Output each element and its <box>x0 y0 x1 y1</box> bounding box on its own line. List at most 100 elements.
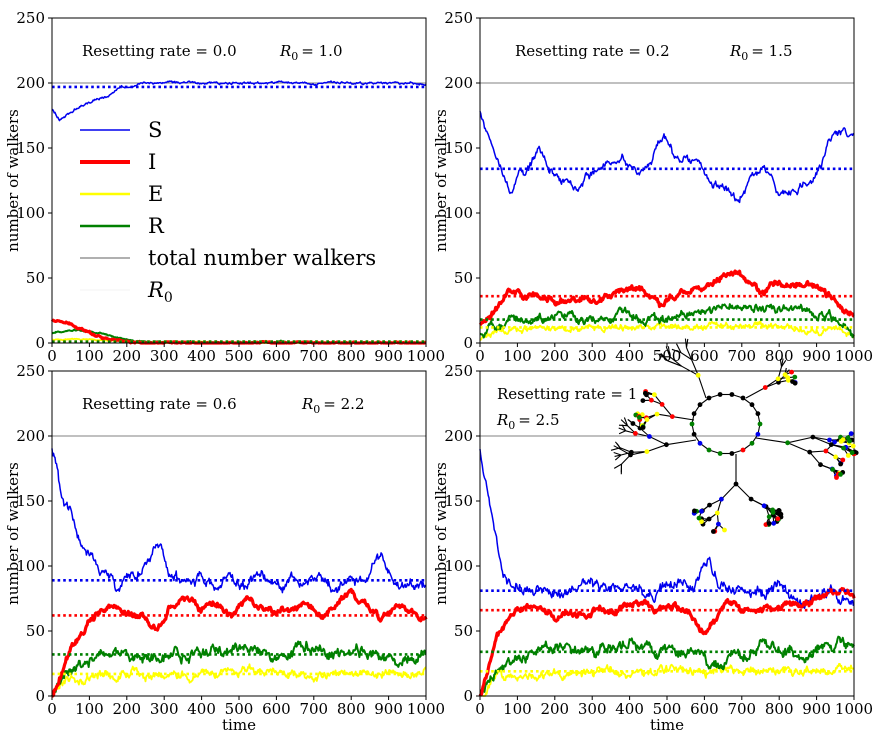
x-tick-label: 600 <box>690 700 719 718</box>
legend-label-I: I <box>148 150 156 174</box>
x-tick-label: 500 <box>653 700 682 718</box>
y-tick-label: 50 <box>454 622 473 640</box>
x-tick-label: 700 <box>299 347 328 365</box>
x-tick-label: 700 <box>727 700 756 718</box>
x-tick-label: 300 <box>578 700 607 718</box>
r0-label: R0 = 2.5 <box>496 411 560 432</box>
x-tick-label: 800 <box>765 700 794 718</box>
x-tick-label: 800 <box>337 347 366 365</box>
y-tick-label: 150 <box>16 492 45 510</box>
panel-top-right: 0 100 200 300 400 500 600 700 800 900 100005010015… <box>432 9 873 365</box>
axes-frame <box>51 17 427 344</box>
y-tick-label: 0 <box>463 687 473 705</box>
y-tick-label: 100 <box>444 557 473 575</box>
series-S-line <box>479 449 855 609</box>
r0-label: R0 = 1.5 <box>729 42 793 63</box>
x-tick-label: 100 <box>503 347 532 365</box>
x-tick-label: 200 <box>112 700 141 718</box>
y-tick-label: 250 <box>444 9 473 27</box>
y-tick-label: 150 <box>444 139 473 157</box>
x-tick-label: 800 <box>337 700 366 718</box>
y-axis-label: number of walkers <box>432 462 450 605</box>
r0-label: R0 = 1.0 <box>279 42 343 63</box>
x-tick-label: 100 <box>75 700 104 718</box>
legend-label-S: S <box>148 118 162 142</box>
y-tick-label: 150 <box>444 492 473 510</box>
series-S-line <box>51 80 427 122</box>
x-tick-label: 100 <box>75 347 104 365</box>
series-E-line <box>479 320 855 341</box>
y-axis-label: number of walkers <box>4 109 22 252</box>
x-tick-label: 1000 <box>407 700 445 718</box>
x-tick-label: 900 <box>802 347 831 365</box>
x-tick-label: 600 <box>262 700 291 718</box>
x-tick-label: 0 <box>475 700 485 718</box>
y-tick-label: 100 <box>16 204 45 222</box>
x-tick-label: 700 <box>727 347 756 365</box>
x-tick-label: 400 <box>615 700 644 718</box>
y-tick-label: 200 <box>16 74 45 92</box>
x-tick-label: 1000 <box>407 347 445 365</box>
resetting-rate-label: Resetting rate = 0.2 <box>515 42 670 60</box>
y-axis-label: number of walkers <box>4 462 22 605</box>
y-tick-label: 250 <box>16 9 45 27</box>
x-tick-label: 100 <box>503 700 532 718</box>
resetting-rate-label: Resetting rate = 1 <box>497 385 637 403</box>
panel-bottom-left: 0 100 200 300 400 500 600 700 800 900 1000 0 50 100 15… <box>4 362 445 734</box>
x-axis-label: time <box>222 716 256 734</box>
x-tick-label: 400 <box>615 347 644 365</box>
resetting-rate-label: Resetting rate = 0.0 <box>82 42 237 60</box>
x-tick-label: 900 <box>374 700 403 718</box>
series-I-line <box>50 318 427 345</box>
x-tick-label: 300 <box>150 700 179 718</box>
y-tick-label: 0 <box>35 687 45 705</box>
series-E-line <box>51 663 427 697</box>
x-tick-label: 0 <box>47 700 57 718</box>
x-axis-label: time <box>650 716 684 734</box>
y-tick-label: 200 <box>444 74 473 92</box>
x-tick-label: 500 <box>225 700 254 718</box>
x-tick-label: 400 <box>187 347 216 365</box>
x-tick-label: 800 <box>765 347 794 365</box>
legend-label-R0: R0 <box>147 278 173 306</box>
y-axis-label: number of walkers <box>432 109 450 252</box>
y-tick-label: 100 <box>444 204 473 222</box>
series-R-line <box>51 640 427 697</box>
y-tick-label: 150 <box>16 139 45 157</box>
network-inset-image <box>610 338 859 534</box>
panel-top-left: 0 100 200 300 400 500 600 700 800 900 1000 0 50 100 15… <box>4 9 445 365</box>
series-R-line <box>479 303 855 339</box>
x-tick-label: 300 <box>150 347 179 365</box>
x-tick-label: 600 <box>262 347 291 365</box>
series-R-line <box>479 635 855 697</box>
y-tick-label: 0 <box>35 334 45 352</box>
legend-label-total: total number walkers <box>148 246 376 270</box>
y-tick-label: 50 <box>454 269 473 287</box>
x-tick-label: 900 <box>802 700 831 718</box>
x-tick-label: 500 <box>225 347 254 365</box>
series-I-line <box>478 269 855 327</box>
x-tick-label: 700 <box>299 700 328 718</box>
series-S-line <box>51 448 427 594</box>
x-tick-label: 200 <box>540 347 569 365</box>
y-tick-label: 50 <box>26 269 45 287</box>
series-E-line <box>479 663 855 697</box>
y-tick-label: 50 <box>26 622 45 640</box>
y-tick-label: 0 <box>463 334 473 352</box>
x-tick-label: 1000 <box>835 700 873 718</box>
y-tick-label: 250 <box>444 362 473 380</box>
x-tick-label: 200 <box>112 347 141 365</box>
x-tick-label: 0 <box>47 347 57 365</box>
x-tick-label: 900 <box>374 347 403 365</box>
r0-label: R0 = 2.2 <box>301 395 365 416</box>
x-tick-label: 1000 <box>835 347 873 365</box>
series-S-line <box>479 110 855 204</box>
y-tick-label: 250 <box>16 362 45 380</box>
panel-bottom-right: 0 100 200 300 400 500 600 700 800 900 1000 0 50 100 15… <box>432 362 873 734</box>
y-tick-label: 200 <box>16 427 45 445</box>
y-tick-label: 100 <box>16 557 45 575</box>
x-tick-label: 600 <box>690 347 719 365</box>
legend-label-E: E <box>148 182 163 206</box>
